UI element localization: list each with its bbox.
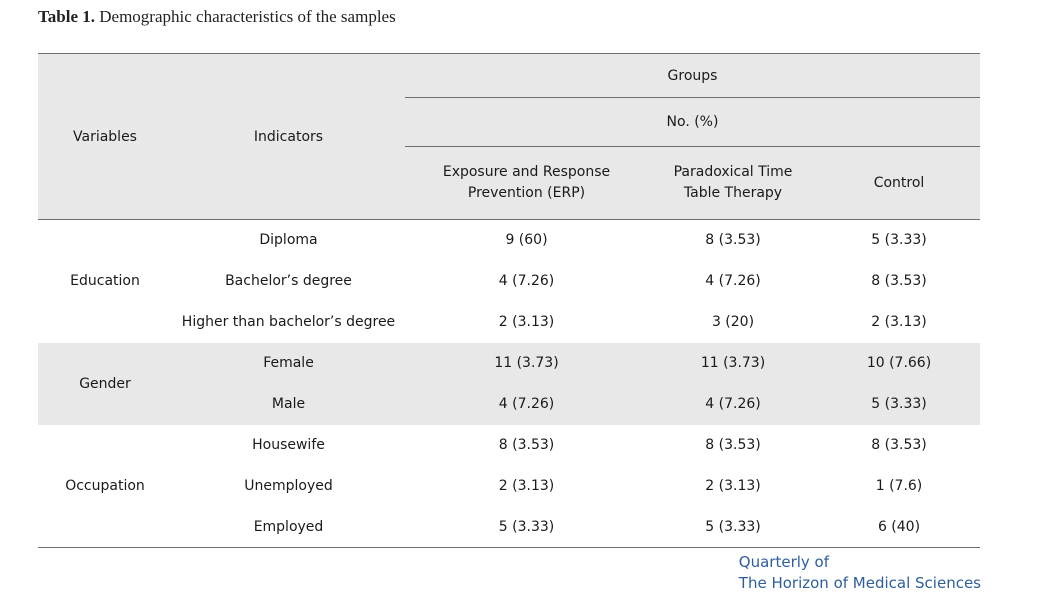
header-pttt-line1: Paradoxical Time [673,164,793,180]
table-caption: Table 1. Demographic characteristics of … [38,7,396,27]
table-row: Gender Female 11 (3.73) 11 (3.73) 10 (7.… [38,342,980,425]
table-row: Occupation Housewife 8 (3.53) 8 (3.53) 8… [38,425,980,494]
header-groups: Groups [405,53,980,98]
header-control: Control [818,146,980,220]
erp-cell: 2 (3.13) [498,478,555,494]
pttt-cell: 11 (3.73) [648,342,818,384]
erp-cell: 2 (3.13) [498,314,555,330]
erp-cell: 11 (3.73) [405,342,648,384]
control-cell: 5 (3.33) [818,383,980,425]
control-cell: 6 (40) [877,518,921,535]
indicator-cell: Diploma [259,232,318,249]
indicator-cell: Employed [253,518,324,535]
variable-cell: Gender [38,342,172,425]
indicator-cell: Female [172,342,405,384]
table-row: Bachelor’s degree 4 (7.26) 4 (7.26) 8 (3… [38,261,980,302]
journal-credit: Quarterly of The Horizon of Medical Scie… [739,552,981,594]
header-variables: Variables [38,53,172,220]
erp-cell: 8 (3.53) [498,437,555,453]
pttt-cell: 8 (3.53) [705,437,761,453]
journal-credit-line2: The Horizon of Medical Sciences [738,574,981,592]
indicator-cell: Unemployed [244,478,333,494]
journal-credit-line1: Quarterly of [738,553,830,571]
variable-cell: Education [70,273,140,290]
control-cell: 8 (3.53) [871,437,927,453]
section-gender: Gender Female 11 (3.73) 11 (3.73) 10 (7.… [38,342,980,425]
table-header: Variables Indicators Groups No. (%) Expo… [38,53,980,220]
section-occupation: Occupation Housewife 8 (3.53) 8 (3.53) 8… [38,425,980,548]
table-row: Male 4 (7.26) 4 (7.26) 5 (3.33) [38,383,980,425]
control-cell: 5 (3.33) [871,232,927,249]
indicator-cell: Higher than bachelor’s degree [181,314,396,330]
header-pttt-line2: Table Therapy [683,185,783,201]
header-indicators: Indicators [172,53,405,220]
header-erp-line2: Prevention (ERP) [467,185,586,201]
control-cell: 10 (7.66) [818,342,980,384]
header-pttt: Paradoxical Time Table Therapy [648,146,818,220]
pttt-cell: 3 (20) [711,314,755,330]
pttt-cell: 8 (3.53) [705,232,761,249]
control-cell: 8 (3.53) [871,273,927,289]
control-cell: 1 (7.6) [875,478,923,494]
erp-cell: 9 (60) [505,232,548,249]
indicator-cell: Male [172,383,405,425]
header-erp: Exposure and Response Prevention (ERP) [405,146,648,220]
pttt-cell: 4 (7.26) [648,383,818,425]
erp-cell: 5 (3.33) [498,518,555,535]
erp-cell: 4 (7.26) [405,383,648,425]
header-no-pct: No. (%) [405,97,980,147]
table-row: Unemployed 2 (3.13) 2 (3.13) 1 (7.6) [38,466,980,507]
pttt-cell: 4 (7.26) [705,273,761,289]
header-erp-line1: Exposure and Response [442,164,611,180]
variable-cell: Occupation [65,477,145,494]
pttt-cell: 2 (3.13) [705,478,761,494]
table-row: Education Diploma 9 (60) 8 (3.53) 5 (3.3… [38,220,980,289]
indicator-cell: Bachelor’s degree [225,273,352,289]
erp-cell: 4 (7.26) [498,273,555,289]
control-cell: 2 (3.13) [871,314,927,330]
table-row: Employed 5 (3.33) 5 (3.33) 6 (40) [38,507,980,548]
pttt-cell: 5 (3.33) [705,518,761,535]
indicator-cell: Housewife [252,437,325,453]
demographics-table: Variables Indicators Groups No. (%) Expo… [38,53,980,548]
section-education: Education Diploma 9 (60) 8 (3.53) 5 (3.3… [38,220,980,343]
table-caption-text: Demographic characteristics of the sampl… [95,7,396,26]
table-row: Higher than bachelor’s degree 2 (3.13) 3… [38,302,980,343]
table-caption-label: Table 1. [38,7,96,26]
